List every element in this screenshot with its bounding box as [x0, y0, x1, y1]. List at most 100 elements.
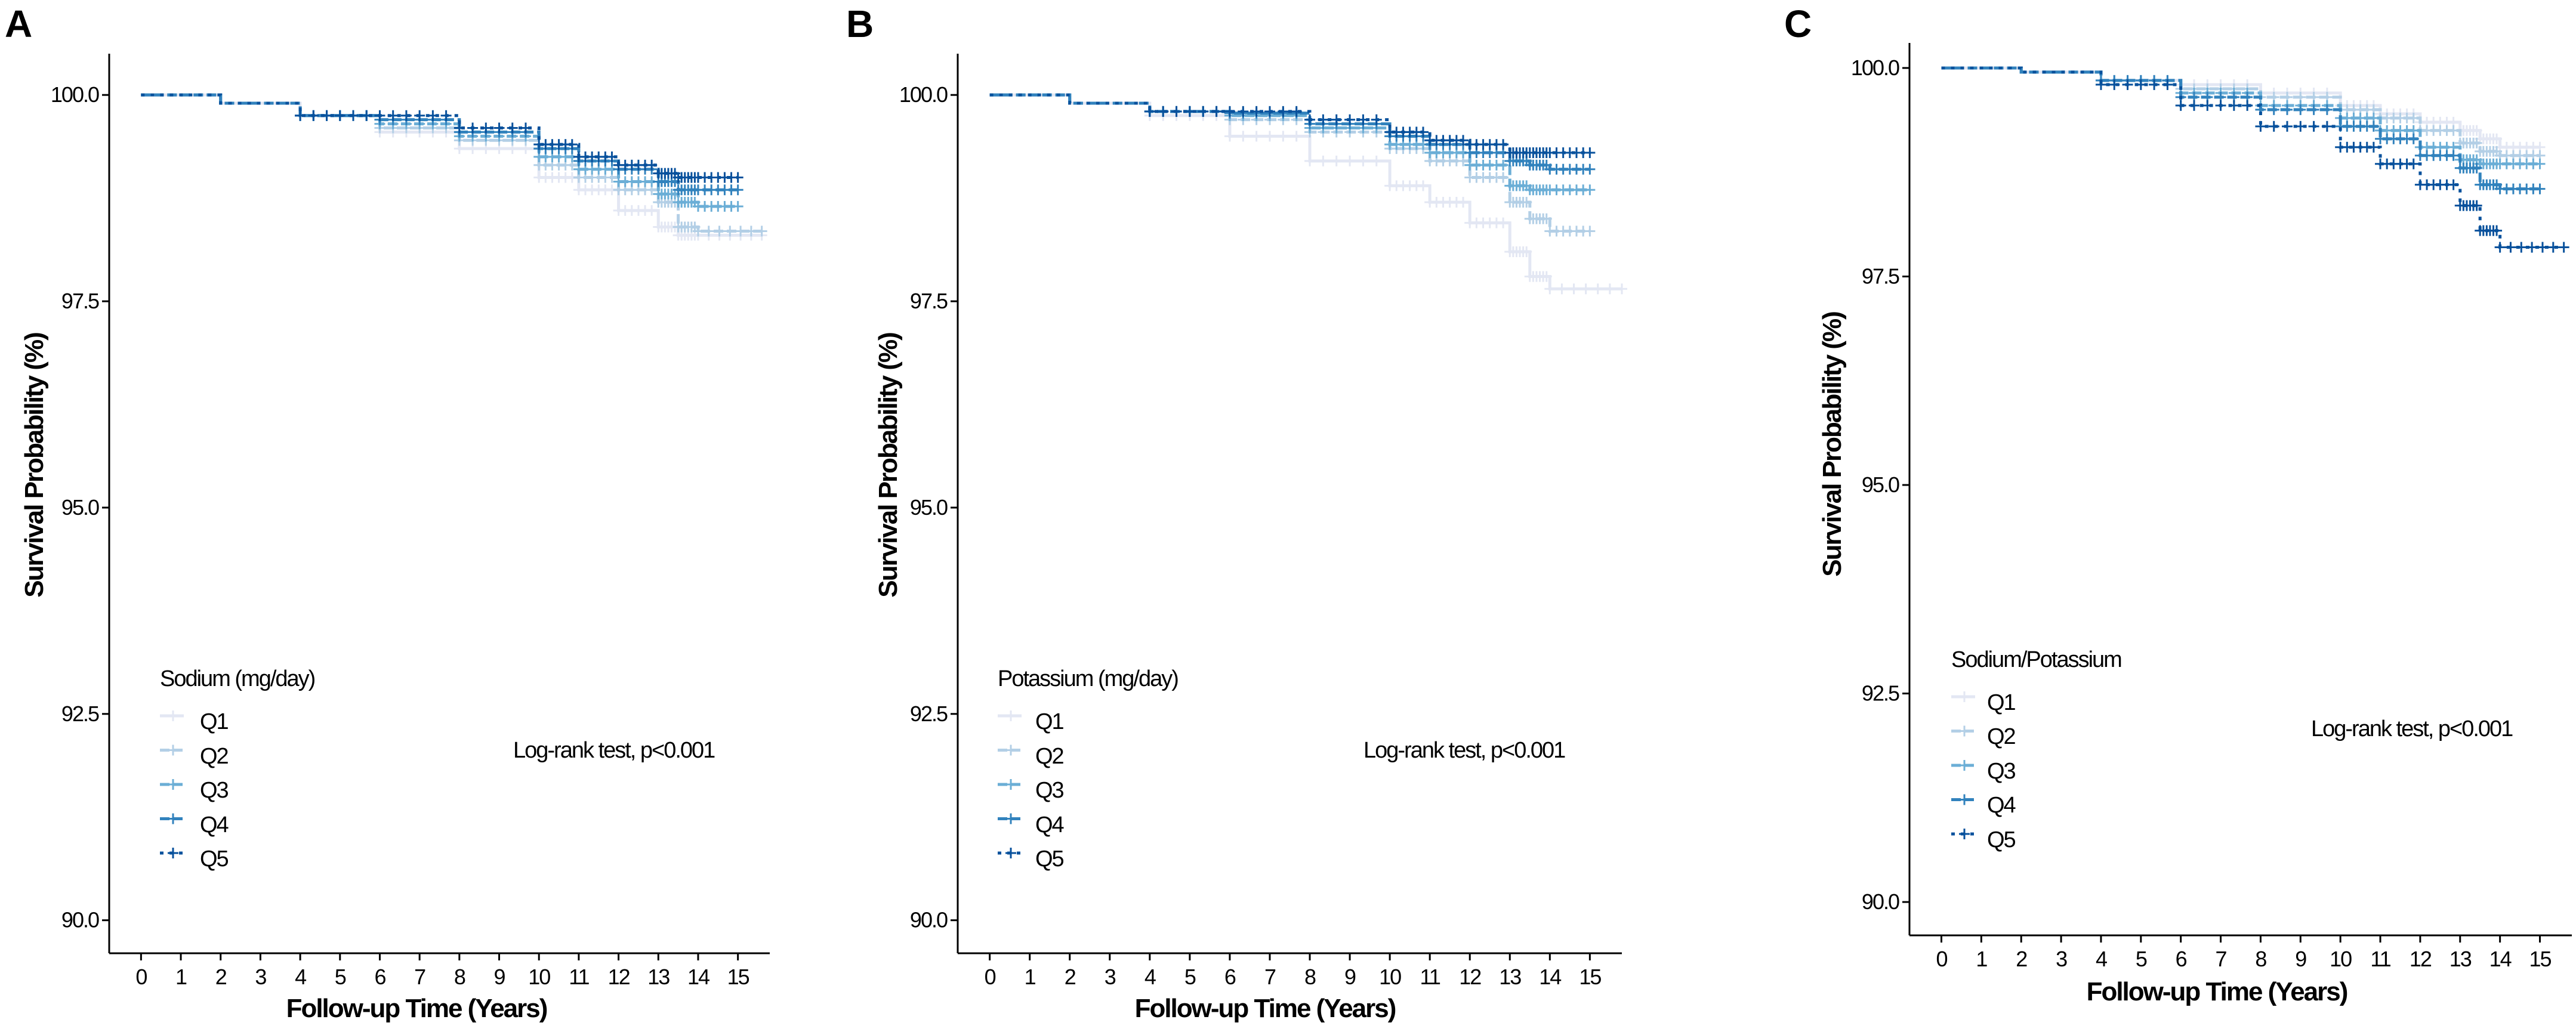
series-q1 — [141, 93, 767, 241]
x-tick-label: 7 — [1264, 965, 1276, 989]
legend: Q1 Q2 Q3 Q4 Q5 — [1035, 709, 1066, 872]
log-rank-annotation: Log-rank test, p<0.001 — [2311, 716, 2513, 741]
x-tick-label: 8 — [2255, 947, 2266, 971]
x-tick-label: 3 — [2056, 947, 2067, 971]
x-tick-label: 1 — [1025, 965, 1036, 989]
x-tick-label: 14 — [1539, 965, 1561, 989]
survival-curve-q4 — [989, 93, 1590, 171]
survival-curve-q2 — [1941, 66, 2540, 157]
x-tick-label: 5 — [2136, 947, 2147, 971]
x-tick-label: 1 — [1976, 947, 1987, 971]
legend-title: Potassium (mg/day) — [998, 666, 1178, 691]
x-tick-label: 0 — [135, 965, 147, 989]
x-tick-label: 10 — [528, 965, 550, 989]
legend-label-q1: Q1 — [1987, 690, 2016, 715]
x-axis-title: Follow-up Time (Years) — [286, 994, 547, 1023]
x-axis-title: Follow-up Time (Years) — [1135, 994, 1396, 1023]
series-q1 — [1941, 66, 2546, 153]
x-tick-label: 0 — [1936, 947, 1947, 971]
y-tick-label: 95.0 — [61, 495, 99, 520]
survival-curve-q3 — [1941, 66, 2540, 166]
panel-c: C Survival Probability (%) Follow-up Tim… — [1784, 2, 2572, 1006]
panel-letter: B — [846, 2, 874, 45]
log-rank-annotation: Log-rank test, p<0.001 — [513, 738, 715, 763]
x-tick-label: 15 — [727, 965, 749, 989]
x-tick-label: 13 — [2449, 947, 2472, 971]
legend-label-q4: Q4 — [1035, 812, 1065, 838]
x-tick-label: 13 — [647, 965, 670, 989]
x-tick-label: 14 — [2489, 947, 2512, 971]
y-axis-title: Survival Probability (%) — [1818, 312, 1847, 577]
x-tick-label: 13 — [1499, 965, 1521, 989]
legend-label-q2: Q2 — [1987, 724, 2016, 749]
y-tick-label: 92.5 — [1862, 681, 1899, 706]
legend-label-q4: Q4 — [1987, 793, 2016, 818]
y-tick-label: 97.5 — [1862, 264, 1899, 288]
x-tick-label: 11 — [569, 965, 589, 989]
panel-letter: A — [5, 2, 32, 45]
legend-label-q3: Q3 — [1035, 778, 1064, 803]
x-tick-label: 14 — [687, 965, 709, 989]
x-tick-label: 2 — [1065, 965, 1076, 989]
legend-label-q3: Q3 — [200, 778, 229, 803]
x-tick-label: 11 — [2370, 947, 2390, 971]
x-tick-label: 15 — [2529, 947, 2551, 971]
x-tick-label: 9 — [494, 965, 505, 989]
y-tick-label: 95.0 — [910, 495, 948, 520]
y-tick-label: 92.5 — [910, 702, 948, 726]
series-q5 — [1941, 66, 2569, 253]
panel-letter: C — [1784, 2, 1812, 45]
x-tick-label: 3 — [1105, 965, 1116, 989]
legend-label-q2: Q2 — [200, 744, 229, 769]
y-tick-label: 100.0 — [1851, 55, 1899, 80]
x-tick-label: 4 — [295, 965, 306, 989]
x-tick-label: 15 — [1579, 965, 1601, 989]
x-tick-label: 5 — [335, 965, 346, 989]
survival-curve-q1 — [1941, 66, 2540, 149]
x-tick-label: 5 — [1184, 965, 1196, 989]
x-tick-label: 12 — [1459, 965, 1481, 989]
series-q5 — [141, 93, 744, 183]
y-tick-label: 97.5 — [61, 289, 99, 313]
x-axis-title: Follow-up Time (Years) — [2087, 977, 2347, 1006]
legend-label-q1: Q1 — [1035, 709, 1064, 734]
legend-title: Sodium/Potassium — [1951, 647, 2121, 672]
legend-label-q2: Q2 — [1035, 744, 1064, 769]
panel-a: A Survival Probability (%) Follow-up Tim… — [5, 2, 770, 1023]
legend-label-q5: Q5 — [1035, 846, 1064, 872]
series-q2 — [1941, 66, 2546, 161]
y-tick-label: 100.0 — [51, 82, 99, 107]
x-tick-label: 7 — [2216, 947, 2227, 971]
survival-curve-q4 — [141, 93, 738, 191]
x-tick-label: 1 — [175, 965, 187, 989]
x-tick-label: 12 — [2410, 947, 2432, 971]
y-tick-label: 97.5 — [910, 289, 948, 313]
x-tick-label: 2 — [215, 965, 227, 989]
legend-label-q5: Q5 — [1987, 827, 2016, 852]
x-tick-label: 6 — [1224, 965, 1236, 989]
x-tick-label: 3 — [255, 965, 266, 989]
x-tick-label: 7 — [414, 965, 425, 989]
y-tick-label: 95.0 — [1862, 472, 1899, 497]
x-tick-label: 0 — [985, 965, 996, 989]
x-tick-label: 11 — [1420, 965, 1440, 989]
x-tick-label: 6 — [2176, 947, 2187, 971]
x-tick-label: 10 — [2330, 947, 2352, 971]
legend: Q1 Q2 Q3 Q4 Q5 — [1987, 690, 2017, 852]
legend-title: Sodium (mg/day) — [160, 666, 315, 691]
x-tick-label: 2 — [2016, 947, 2027, 971]
legend-label-q5: Q5 — [200, 846, 229, 872]
y-tick-label: 100.0 — [899, 82, 948, 107]
series-q2 — [141, 93, 767, 237]
x-tick-label: 4 — [2096, 947, 2107, 971]
x-tick-label: 6 — [374, 965, 385, 989]
x-tick-label: 10 — [1379, 965, 1401, 989]
log-rank-annotation: Log-rank test, p<0.001 — [1363, 738, 1565, 763]
x-tick-label: 12 — [608, 965, 630, 989]
x-tick-label: 4 — [1144, 965, 1156, 989]
y-axis-title: Survival Probability (%) — [20, 333, 49, 598]
survival-curve-q3 — [989, 93, 1590, 191]
legend-label-q1: Q1 — [200, 709, 229, 734]
x-tick-label: 8 — [1304, 965, 1316, 989]
